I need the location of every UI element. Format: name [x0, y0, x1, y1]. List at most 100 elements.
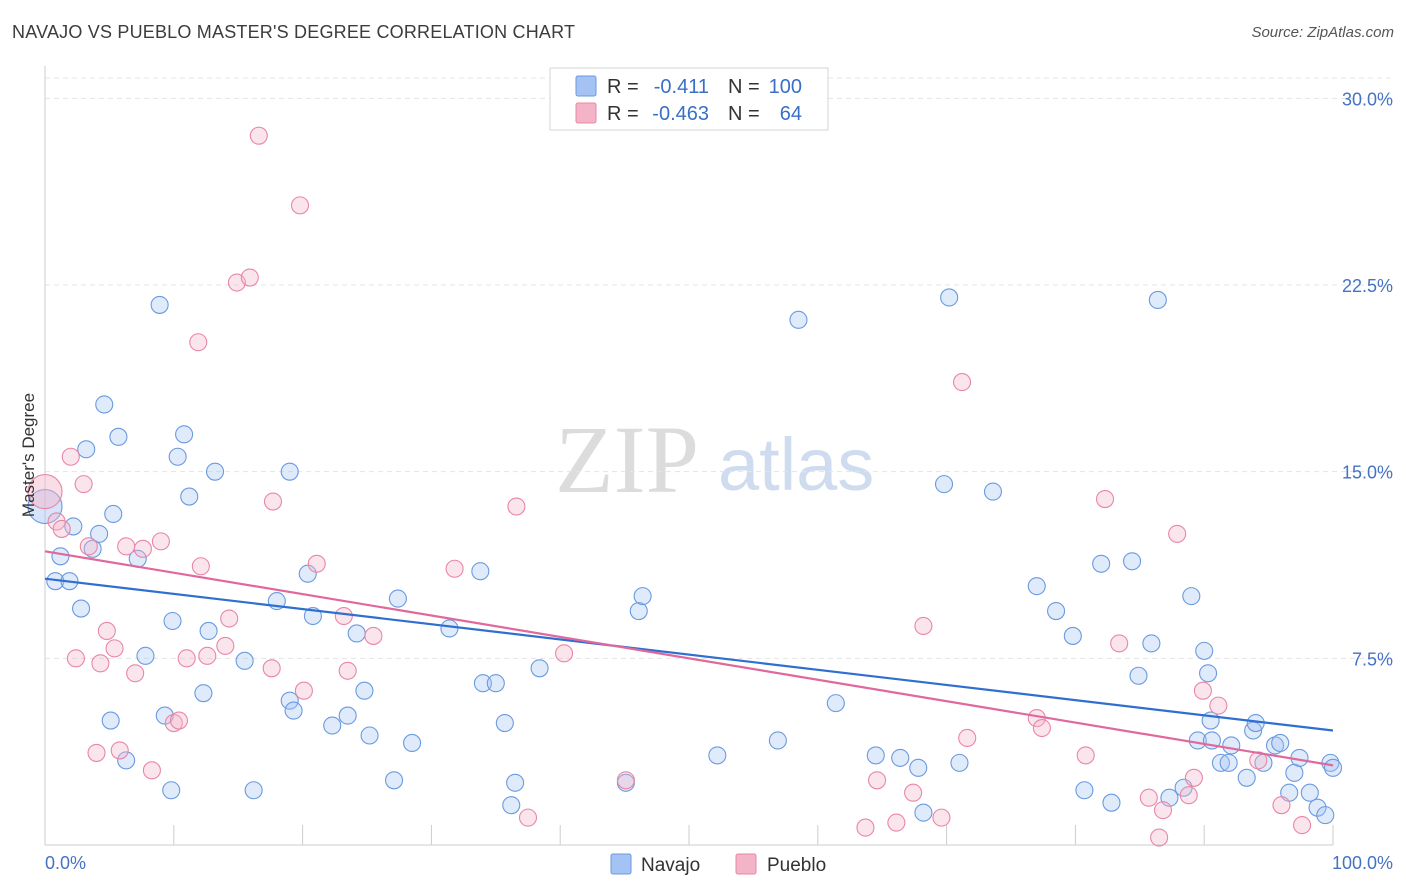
trend-line-navajo	[44, 577, 1334, 732]
data-point-pueblo	[953, 373, 972, 392]
data-point-pueblo	[263, 492, 283, 511]
data-point-pueblo	[117, 537, 136, 556]
data-point-pueblo	[191, 557, 210, 576]
data-point-pueblo	[169, 711, 189, 730]
data-point-pueblo	[958, 728, 977, 748]
data-point-navajo	[90, 524, 109, 543]
data-point-pueblo	[507, 497, 526, 516]
data-point-navajo	[280, 691, 299, 710]
data-point-pueblo	[151, 532, 170, 551]
data-point-pueblo	[1076, 746, 1095, 765]
data-point-navajo	[163, 611, 182, 631]
data-point-pueblo	[887, 813, 906, 832]
data-point-pueblo	[216, 636, 235, 655]
data-point-navajo	[1323, 758, 1343, 777]
data-point-pueblo	[198, 646, 217, 665]
data-point-navajo	[950, 753, 969, 772]
data-point-pueblo	[294, 681, 313, 700]
data-point-navajo	[826, 694, 845, 713]
data-point-pueblo	[307, 554, 326, 573]
data-point-pueblo	[126, 664, 145, 683]
data-point-navajo	[1211, 753, 1230, 772]
data-point-navajo	[471, 562, 490, 581]
data-point-pueblo	[262, 659, 281, 678]
data-point-pueblo	[1153, 801, 1173, 820]
chart-title: NAVAJO VS PUEBLO MASTER'S DEGREE CORRELA…	[12, 22, 576, 42]
data-point-pueblo	[61, 447, 80, 466]
legend-n-label: N =	[728, 103, 760, 125]
data-point-pueblo	[1168, 524, 1187, 543]
data-point-navajo	[1129, 666, 1148, 685]
legend-r-value: -0.411	[654, 76, 709, 98]
series-navajo	[27, 288, 1343, 825]
data-point-navajo	[629, 602, 648, 621]
data-point-pueblo	[338, 661, 357, 680]
data-point-navajo	[338, 706, 357, 725]
y-tick-label: 7.5%	[1352, 649, 1393, 669]
data-point-navajo	[168, 447, 187, 466]
legend-r-label: R =	[607, 103, 639, 125]
data-point-navajo	[27, 488, 63, 525]
data-point-pueblo	[1193, 681, 1212, 700]
data-point-navajo	[180, 487, 199, 506]
axes	[44, 66, 1334, 846]
data-point-pueblo	[364, 626, 383, 645]
data-point-navajo	[155, 706, 174, 725]
data-point-pueblo	[91, 654, 110, 673]
data-point-pueblo	[334, 606, 353, 626]
data-point-navajo	[384, 771, 404, 790]
data-point-pueblo	[164, 713, 183, 733]
data-point-navajo	[95, 395, 114, 414]
data-point-navajo	[205, 462, 225, 481]
data-point-pueblo	[133, 539, 152, 558]
watermark-zip: ZIP	[555, 406, 699, 513]
data-point-navajo	[136, 646, 155, 665]
data-point-pueblo	[1150, 828, 1169, 847]
data-point-pueblo	[867, 771, 887, 790]
data-point-navajo	[1075, 781, 1094, 800]
trend-lines	[44, 550, 1334, 767]
data-point-navajo	[1195, 641, 1214, 660]
trend-line-pueblo	[44, 550, 1334, 767]
data-point-navajo	[355, 681, 374, 700]
data-point-navajo	[323, 716, 342, 735]
data-point-navajo	[1308, 798, 1327, 817]
data-point-pueblo	[1110, 634, 1129, 653]
data-point-navajo	[891, 748, 910, 767]
data-point-pueblo	[555, 644, 574, 663]
data-point-pueblo	[932, 808, 951, 827]
source-label: Source: ZipAtlas.com	[1251, 24, 1394, 41]
y-axis-title: Master's Degree	[19, 393, 38, 517]
data-point-navajo	[909, 758, 928, 777]
data-point-navajo	[109, 427, 128, 446]
data-point-navajo	[940, 288, 959, 307]
data-point-navajo	[1092, 554, 1111, 573]
legend-swatch-pueblo	[575, 102, 597, 124]
data-point-pueblo	[177, 649, 196, 668]
y-tick-label: 15.0%	[1342, 463, 1393, 483]
data-point-navajo	[440, 619, 459, 638]
x-tick-label: 100.0%	[1332, 853, 1393, 873]
data-point-navajo	[502, 796, 521, 815]
data-point-navajo	[1219, 753, 1238, 772]
watermark: ZIP atlas	[555, 406, 874, 513]
data-point-pueblo	[445, 559, 464, 578]
data-point-navajo	[633, 587, 652, 606]
data-point-navajo	[1027, 577, 1046, 596]
data-point-pueblo	[1272, 796, 1291, 815]
data-point-navajo	[117, 751, 136, 770]
data-point-pueblo	[240, 268, 259, 287]
data-point-navajo	[789, 310, 808, 329]
data-point-navajo	[64, 517, 83, 536]
data-point-pueblo	[97, 621, 116, 641]
data-point-pueblo	[856, 818, 875, 837]
data-point-pueblo	[1032, 718, 1051, 738]
data-point-navajo	[235, 651, 254, 670]
data-point-navajo	[486, 674, 505, 693]
data-point-navajo	[284, 701, 303, 720]
bottom-legend-label: Pueblo	[767, 855, 826, 876]
data-point-navajo	[1102, 793, 1121, 812]
data-point-navajo	[150, 295, 169, 314]
data-point-pueblo	[1095, 490, 1115, 509]
